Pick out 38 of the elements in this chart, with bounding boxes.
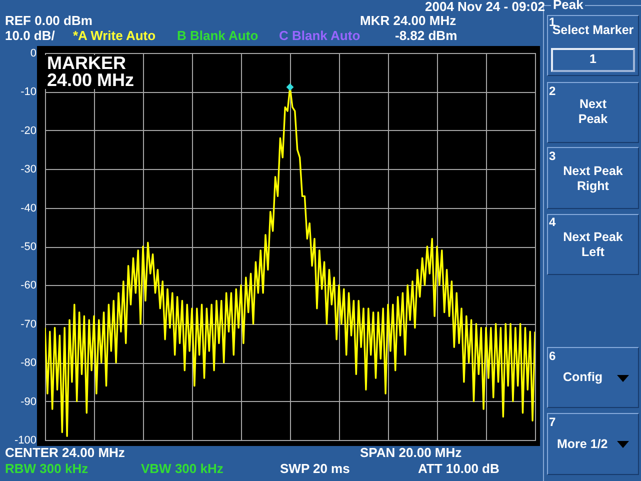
text: Next Peak Right xyxy=(562,164,624,194)
text: C Blank Auto xyxy=(279,28,360,43)
y-tick-label: -70 xyxy=(20,318,36,330)
text: -8.82 dBm xyxy=(395,28,458,43)
text: 7 xyxy=(549,415,556,429)
text: 2004 Nov 24 - 09:02 xyxy=(425,0,545,14)
text: 6 xyxy=(549,349,556,363)
text: Config xyxy=(563,370,603,384)
text: 3 xyxy=(549,149,556,163)
text: 1 xyxy=(588,52,598,66)
y-tick-label: -90 xyxy=(20,396,36,408)
text: CENTER 24.00 MHz xyxy=(5,445,125,460)
text: RBW 300 kHz xyxy=(5,461,88,476)
text: MKR 24.00 MHz xyxy=(360,13,456,28)
text: B Blank Auto xyxy=(177,28,258,43)
text: 2 xyxy=(549,84,556,98)
y-tick-label: -60 xyxy=(20,280,36,292)
y-tick-label: -40 xyxy=(20,202,36,214)
text: More 1/2 xyxy=(557,437,608,451)
y-tick-label: 0 xyxy=(30,48,36,60)
text: SWP 20 ms xyxy=(280,461,350,476)
text: REF 0.00 dBm xyxy=(5,13,92,28)
text: Next Peak Left xyxy=(562,230,624,260)
text: *A Write Auto xyxy=(73,28,156,43)
y-tick-label: -10 xyxy=(20,86,36,98)
text: 10.0 dB/ xyxy=(5,28,55,43)
text: 4 xyxy=(549,215,556,229)
text: Next Peak xyxy=(577,97,609,127)
y-tick-label: -20 xyxy=(20,124,36,137)
y-tick-label: -80 xyxy=(20,357,36,370)
text: VBW 300 kHz xyxy=(141,461,224,476)
text: SPAN 20.00 MHz xyxy=(360,445,462,460)
annotation: MARKER xyxy=(45,53,128,73)
y-tick-label: -50 xyxy=(20,241,36,253)
annotation: 24.00 MHz xyxy=(45,70,136,90)
y-tick-label: -30 xyxy=(20,164,36,176)
text: ATT 10.00 dB xyxy=(418,461,500,476)
y-tick-label: -100 xyxy=(14,434,36,446)
